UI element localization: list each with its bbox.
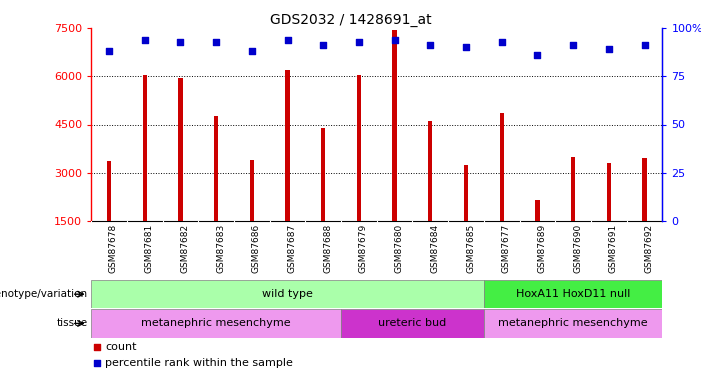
- Text: GSM87681: GSM87681: [144, 224, 154, 273]
- Bar: [607, 163, 611, 221]
- Text: GSM87685: GSM87685: [466, 224, 475, 273]
- Bar: [464, 165, 468, 221]
- Bar: [321, 128, 325, 221]
- Bar: [250, 160, 254, 221]
- Point: [389, 37, 400, 43]
- Point: [210, 39, 222, 45]
- Bar: [500, 113, 504, 221]
- Text: GSM87692: GSM87692: [645, 224, 653, 273]
- Bar: [571, 157, 576, 221]
- Point: [282, 37, 293, 43]
- Text: GSM87689: GSM87689: [538, 224, 547, 273]
- Point: [532, 52, 543, 58]
- Bar: [536, 200, 540, 221]
- Bar: [285, 70, 290, 221]
- Bar: [341, 309, 484, 338]
- Text: metanephric mesenchyme: metanephric mesenchyme: [142, 318, 291, 328]
- Text: GSM87687: GSM87687: [287, 224, 297, 273]
- Bar: [91, 280, 484, 308]
- Point: [175, 39, 186, 45]
- Text: GSM87688: GSM87688: [323, 224, 332, 273]
- Bar: [393, 30, 397, 221]
- Bar: [484, 280, 662, 308]
- Bar: [142, 75, 147, 221]
- Text: genotype/variation: genotype/variation: [0, 289, 88, 299]
- Point: [318, 42, 329, 48]
- Point: [139, 37, 150, 43]
- Text: GSM87684: GSM87684: [430, 224, 440, 273]
- Point: [353, 39, 365, 45]
- Text: ureteric bud: ureteric bud: [379, 318, 447, 328]
- Bar: [178, 78, 182, 221]
- Text: tissue: tissue: [57, 318, 88, 328]
- Bar: [428, 121, 433, 221]
- Bar: [214, 117, 218, 221]
- Text: GSM87691: GSM87691: [609, 224, 618, 273]
- Text: HoxA11 HoxD11 null: HoxA11 HoxD11 null: [516, 289, 630, 299]
- Point: [496, 39, 508, 45]
- Text: GSM87683: GSM87683: [216, 224, 225, 273]
- Text: GSM87680: GSM87680: [395, 224, 404, 273]
- Bar: [91, 309, 341, 338]
- Text: GSM87686: GSM87686: [252, 224, 261, 273]
- Point: [91, 344, 102, 350]
- Point: [91, 360, 102, 366]
- Point: [461, 44, 472, 50]
- Text: GSM87682: GSM87682: [180, 224, 189, 273]
- Text: GSM87677: GSM87677: [502, 224, 511, 273]
- Point: [604, 46, 615, 53]
- Point: [568, 42, 579, 48]
- Text: GSM87679: GSM87679: [359, 224, 368, 273]
- Bar: [357, 75, 361, 221]
- Point: [425, 42, 436, 48]
- Bar: [484, 309, 662, 338]
- Bar: [642, 158, 647, 221]
- Text: GSM87690: GSM87690: [573, 224, 582, 273]
- Text: wild type: wild type: [262, 289, 313, 299]
- Point: [103, 48, 114, 54]
- Text: GSM87678: GSM87678: [109, 224, 118, 273]
- Bar: [107, 162, 111, 221]
- Text: count: count: [105, 342, 137, 352]
- Text: GDS2032 / 1428691_at: GDS2032 / 1428691_at: [270, 13, 431, 27]
- Point: [246, 48, 257, 54]
- Text: metanephric mesenchyme: metanephric mesenchyme: [498, 318, 648, 328]
- Point: [639, 42, 651, 48]
- Text: percentile rank within the sample: percentile rank within the sample: [105, 358, 293, 368]
